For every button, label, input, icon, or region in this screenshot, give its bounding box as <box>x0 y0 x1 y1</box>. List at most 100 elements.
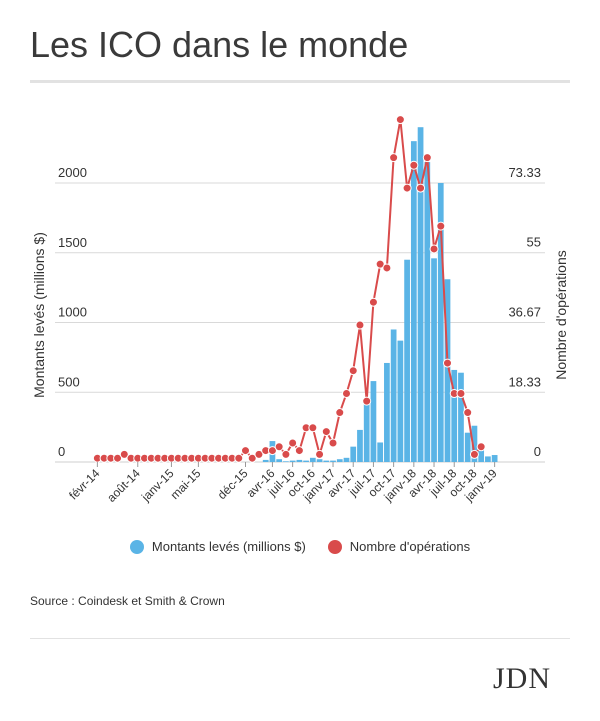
bar <box>491 455 498 462</box>
operations-point <box>443 358 452 368</box>
bar <box>464 432 471 462</box>
x-tick-label: janv-15 <box>138 466 177 505</box>
y-axis-left-title: Montants levés (millions $) <box>31 232 47 398</box>
y-right-tick-label: 73.33 <box>508 165 541 180</box>
chart-legend: Montants levés (millions $) Nombre d'opé… <box>0 539 600 554</box>
bar <box>323 460 330 462</box>
y-right-tick-label: 0 <box>534 444 541 459</box>
footer-divider <box>30 638 570 639</box>
operations-point <box>402 183 412 193</box>
operations-point <box>254 449 264 459</box>
x-tick-label: août-14 <box>104 466 143 505</box>
bar <box>350 446 357 462</box>
bar <box>316 459 323 462</box>
y-left-tick-label: 1000 <box>58 305 87 320</box>
operations-point <box>409 160 419 170</box>
y-left-tick-label: 2000 <box>58 165 87 180</box>
y-axis-right-title: Nombre d'opérations <box>553 250 569 380</box>
operations-point <box>348 366 358 376</box>
operations-point <box>463 408 473 418</box>
legend-item-operations: Nombre d'opérations <box>327 539 471 554</box>
y-left-tick-label: 1500 <box>58 235 87 250</box>
operations-point <box>436 221 446 231</box>
x-tick-label: mai-15 <box>168 466 204 502</box>
legend-line-marker <box>327 539 342 554</box>
bar-series <box>141 127 498 462</box>
bar <box>471 425 478 462</box>
operations-point <box>288 438 298 448</box>
legend-label-operations: Nombre d'opérations <box>349 539 471 554</box>
bar <box>289 460 296 462</box>
operations-point <box>469 449 479 459</box>
operations-point <box>429 244 439 254</box>
bar <box>478 446 485 462</box>
operations-point <box>267 446 277 456</box>
legend-bar-marker <box>129 539 144 554</box>
operations-point <box>119 449 129 459</box>
operations-point <box>321 427 331 437</box>
operations-point <box>382 263 392 273</box>
source-note: Source : Coindesk et Smith & Crown <box>30 594 225 608</box>
operations-point <box>342 389 351 399</box>
bar <box>390 329 397 462</box>
jdn-logo: JDN <box>493 662 552 695</box>
bar <box>296 459 303 462</box>
bar <box>384 362 390 462</box>
x-tick-label: déc-15 <box>215 466 251 502</box>
operations-line <box>97 119 482 460</box>
operations-point <box>274 442 284 452</box>
bar <box>404 259 410 462</box>
y-right-tick-label: 36.67 <box>508 304 541 319</box>
operations-point <box>362 396 372 406</box>
operations-point <box>281 449 291 459</box>
operations-point <box>315 449 325 459</box>
chart-title: Les ICO dans le monde <box>30 24 409 65</box>
operations-point <box>375 259 385 269</box>
y-left-tick-label: 500 <box>58 374 80 389</box>
operations-point <box>335 408 345 418</box>
operations-point <box>328 438 338 448</box>
operations-point <box>308 423 318 433</box>
operations-point <box>389 153 399 163</box>
operations-point <box>476 442 486 452</box>
bar <box>262 459 269 462</box>
bar <box>417 127 424 462</box>
bar <box>485 456 491 462</box>
line-series <box>92 115 486 463</box>
operations-point <box>294 446 304 456</box>
operations-point <box>113 453 123 463</box>
operations-point <box>456 389 466 399</box>
bar <box>444 279 451 462</box>
bar <box>377 442 384 462</box>
operations-point <box>241 446 250 456</box>
bar <box>370 381 377 462</box>
bar <box>330 460 336 462</box>
operations-point <box>422 153 432 163</box>
bar <box>357 429 363 462</box>
bar <box>276 459 283 462</box>
y-right-tick-label: 18.33 <box>508 374 541 389</box>
operations-point <box>416 183 426 193</box>
operations-point <box>355 320 365 330</box>
y-left-tick-label: 0 <box>58 444 65 459</box>
bar <box>309 457 316 462</box>
bar <box>437 183 444 462</box>
gridlines <box>55 182 545 463</box>
legend-item-montants: Montants levés (millions $) <box>129 539 306 554</box>
bar <box>410 141 417 462</box>
bar <box>431 258 437 462</box>
operations-point <box>368 297 378 307</box>
x-tick-label: févr-14 <box>66 466 103 503</box>
operations-point <box>395 115 405 125</box>
bar <box>363 397 370 462</box>
bar <box>336 459 343 462</box>
bar <box>397 340 404 462</box>
legend-label-montants: Montants levés (millions $) <box>151 539 306 554</box>
operations-point <box>234 453 244 463</box>
bar <box>451 369 458 462</box>
ico-chart: 0 0 500 18.33 1000 36.67 1500 55 2000 73.33 févr-1… <box>31 115 569 505</box>
bar <box>458 372 464 462</box>
bar <box>283 461 289 462</box>
bar <box>424 162 431 462</box>
bar <box>303 460 309 462</box>
